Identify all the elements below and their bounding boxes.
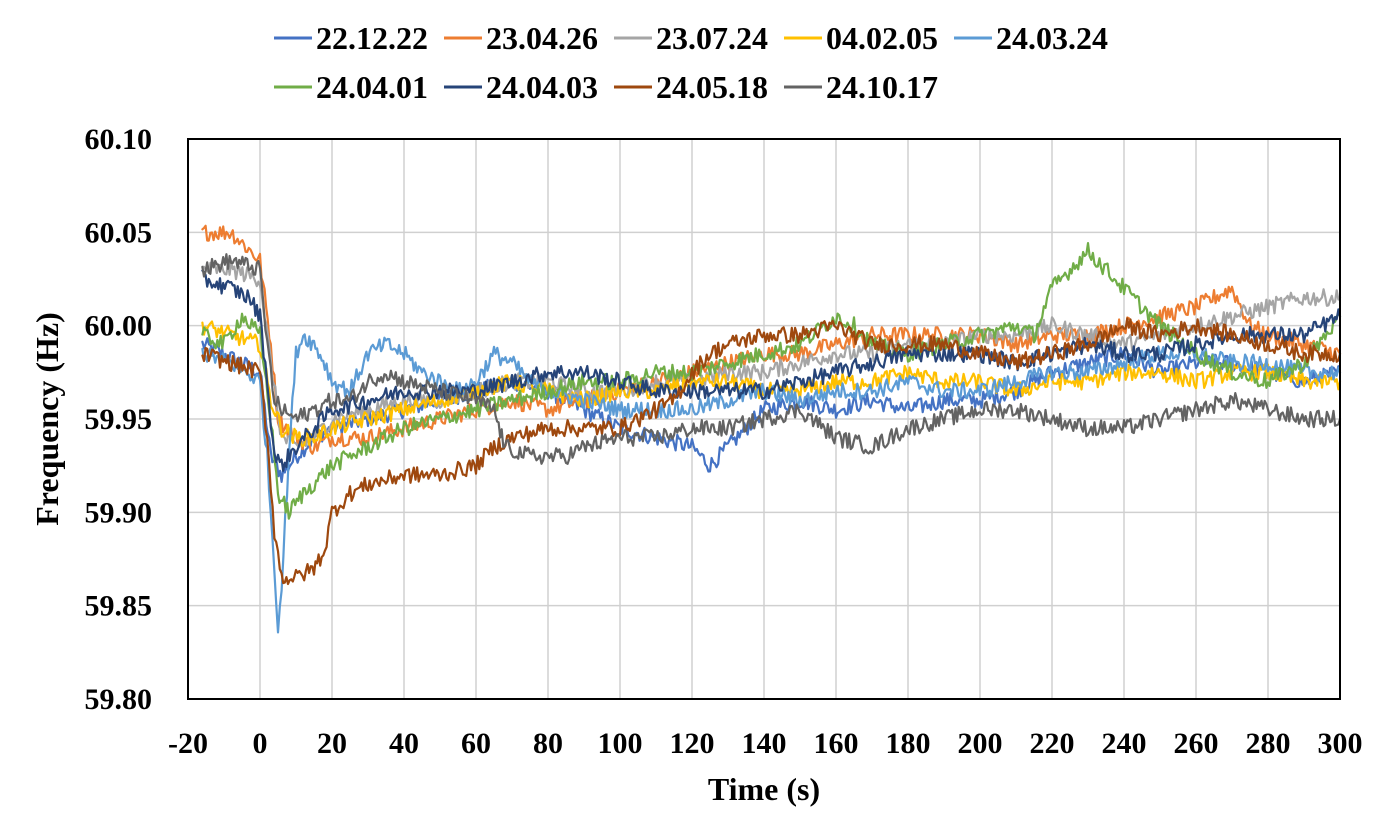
x-tick-label: 220: [1030, 727, 1075, 760]
x-axis-title: Time (s): [708, 771, 820, 807]
series-line-04.02.05: [201, 320, 1342, 448]
y-tick-label: 59.80: [85, 683, 153, 716]
x-tick-label: 260: [1174, 727, 1219, 760]
series-line-24.04.01: [201, 242, 1342, 520]
series-line-24.10.17: [201, 253, 1342, 465]
x-axis-ticks: -20 0 20 40 60 80 100 120 140 160 180 200 220 240 260 2…: [168, 727, 1363, 760]
y-tick-label: 60.05: [85, 216, 153, 249]
legend-label: 23.07.24: [656, 20, 768, 56]
x-tick-label: 40: [389, 727, 419, 760]
y-tick-label: 59.85: [85, 590, 153, 623]
x-tick-label: 200: [958, 727, 1003, 760]
legend-label: 24.03.24: [996, 20, 1108, 56]
legend-label: 24.05.18: [656, 69, 768, 105]
legend-label: 24.10.17: [826, 69, 938, 105]
y-tick-label: 60.10: [85, 123, 153, 156]
legend-label: 24.04.03: [486, 69, 598, 105]
x-tick-label: 60: [461, 727, 491, 760]
x-tick-label: -20: [168, 727, 208, 760]
x-tick-label: 240: [1102, 727, 1147, 760]
x-tick-label: 0: [253, 727, 268, 760]
series-line-24.03.24: [201, 333, 1342, 634]
x-tick-label: 300: [1318, 727, 1363, 760]
x-tick-label: 100: [598, 727, 643, 760]
legend-label: 22.12.22: [316, 20, 428, 56]
y-tick-label: 59.90: [85, 496, 153, 529]
series-line-22.12.22: [201, 337, 1342, 483]
legend: 22.12.22 23.04.26 23.07.24 04.02.05 24.03.24…: [274, 20, 1108, 105]
x-tick-label: 180: [886, 727, 931, 760]
y-axis-title: Frequency (Hz): [29, 312, 65, 526]
y-tick-label: 59.95: [85, 403, 153, 436]
x-tick-label: 160: [814, 727, 859, 760]
x-tick-label: 20: [317, 727, 347, 760]
x-tick-label: 140: [742, 727, 787, 760]
series-group: [201, 224, 1342, 634]
legend-label: 23.04.26: [486, 20, 598, 56]
y-tick-label: 60.00: [85, 310, 153, 343]
x-tick-label: 80: [533, 727, 563, 760]
x-tick-label: 280: [1246, 727, 1291, 760]
legend-label: 24.04.01: [316, 69, 428, 105]
x-tick-label: 120: [670, 727, 715, 760]
series-line-24.04.03: [201, 269, 1342, 472]
legend-label: 04.02.05: [826, 20, 938, 56]
y-axis-ticks: 60.10 60.05 60.00 59.95 59.90 59.85 59.80: [85, 123, 153, 716]
plot-frame: [187, 138, 1341, 700]
series-line-24.05.18: [201, 317, 1342, 586]
